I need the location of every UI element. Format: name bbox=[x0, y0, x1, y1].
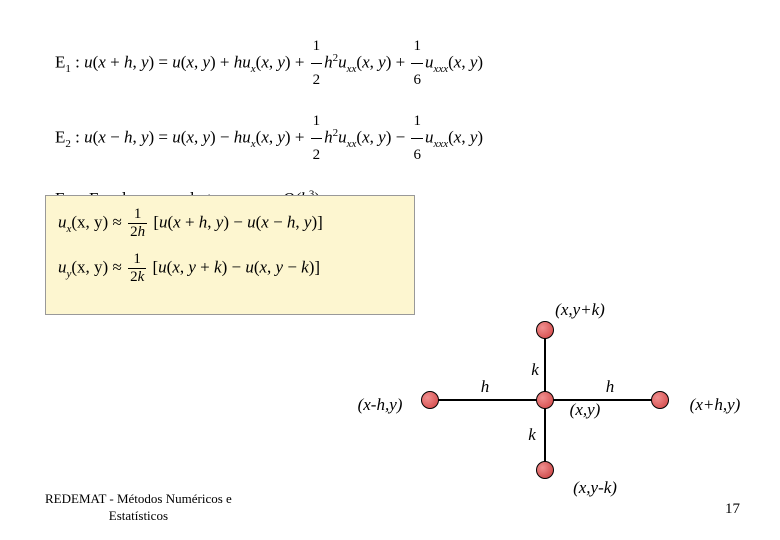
approx2: ≈ bbox=[108, 257, 126, 276]
label-h-left: h bbox=[481, 377, 490, 397]
footer-line2: Estatísticos bbox=[45, 508, 232, 525]
label-top: (x,y+k) bbox=[555, 300, 605, 320]
dot-top bbox=[536, 321, 554, 339]
page-number: 17 bbox=[725, 501, 740, 518]
label-left: (x-h,y) bbox=[358, 395, 403, 415]
label-center: (x,y) bbox=[570, 400, 601, 420]
bracket-uy: [u(x, y + k) − u(x, y − k)] bbox=[152, 257, 320, 276]
e1-label: E bbox=[55, 52, 65, 71]
approx1: ≈ bbox=[108, 212, 126, 231]
uy-lhs: u bbox=[58, 257, 67, 276]
e2-sub: 2 bbox=[65, 138, 71, 150]
ux-args: (x, y) bbox=[71, 212, 108, 231]
e2-label: E bbox=[55, 127, 65, 146]
e1-sub: 1 bbox=[65, 63, 71, 75]
dot-left bbox=[421, 391, 439, 409]
label-bottom: (x,y-k) bbox=[573, 478, 617, 498]
stencil-diagram: (x,y+k) (x-h,y) (x,y) (x+h,y) (x,y-k) h … bbox=[320, 270, 740, 500]
equation-e1: E1 : u(x + h, y) = u(x, y) + hux(x, y) +… bbox=[55, 30, 483, 97]
dot-bottom bbox=[536, 461, 554, 479]
uy-args: (x, y) bbox=[71, 257, 108, 276]
label-h-right: h bbox=[606, 377, 615, 397]
bracket-ux: [u(x + h, y) − u(x − h, y)] bbox=[153, 212, 322, 231]
footer-left: REDEMAT - Métodos Numéricos e Estatístic… bbox=[45, 491, 232, 525]
dot-right bbox=[651, 391, 669, 409]
frac2-den: 2k bbox=[128, 269, 146, 286]
label-k-top: k bbox=[531, 360, 539, 380]
frac2-num: 1 bbox=[128, 251, 146, 269]
label-right: (x+h,y) bbox=[690, 395, 741, 415]
label-k-bottom: k bbox=[528, 425, 536, 445]
equation-e2: E2 : u(x − h, y) = u(x, y) − hux(x, y) +… bbox=[55, 105, 483, 172]
frac1-num: 1 bbox=[128, 206, 147, 224]
ux-lhs: u bbox=[58, 212, 67, 231]
boxed-ux: ux(x, y) ≈ 12h [u(x + h, y) − u(x − h, y… bbox=[58, 206, 402, 241]
frac1-den: 2h bbox=[128, 224, 147, 241]
dot-center bbox=[536, 391, 554, 409]
footer-line1: REDEMAT - Métodos Numéricos e bbox=[45, 491, 232, 508]
